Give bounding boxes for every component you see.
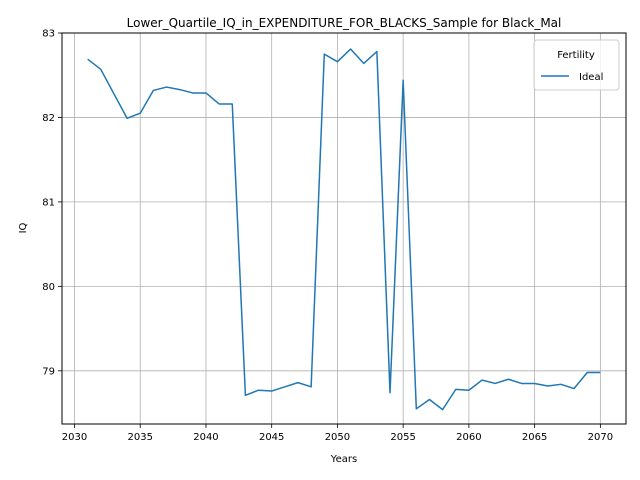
legend-title: Fertility: [557, 50, 595, 61]
y-tick-label: 79: [42, 366, 55, 377]
x-tick-label: 2070: [588, 432, 613, 443]
x-tick-label: 2050: [325, 432, 350, 443]
legend-label-ideal: Ideal: [579, 72, 603, 83]
x-tick-label: 2040: [193, 432, 218, 443]
x-tick-label: 2060: [456, 432, 481, 443]
x-tick-label: 2065: [522, 432, 547, 443]
x-tick-label: 2045: [259, 432, 284, 443]
x-tick-label: 2030: [62, 432, 87, 443]
y-tick-label: 82: [42, 113, 55, 124]
y-tick-label: 80: [42, 282, 55, 293]
x-axis-label: Years: [330, 454, 357, 465]
x-tick-label: 2055: [390, 432, 415, 443]
legend: Fertility Ideal: [534, 40, 619, 90]
chart-title: Lower_Quartile_IQ_in_EXPENDITURE_FOR_BLA…: [127, 16, 562, 30]
y-tick-label: 83: [42, 29, 55, 40]
y-tick-label: 81: [42, 197, 55, 208]
x-tick-label: 2035: [127, 432, 152, 443]
y-axis-label: IQ: [18, 222, 29, 233]
legend-box: [534, 40, 619, 90]
